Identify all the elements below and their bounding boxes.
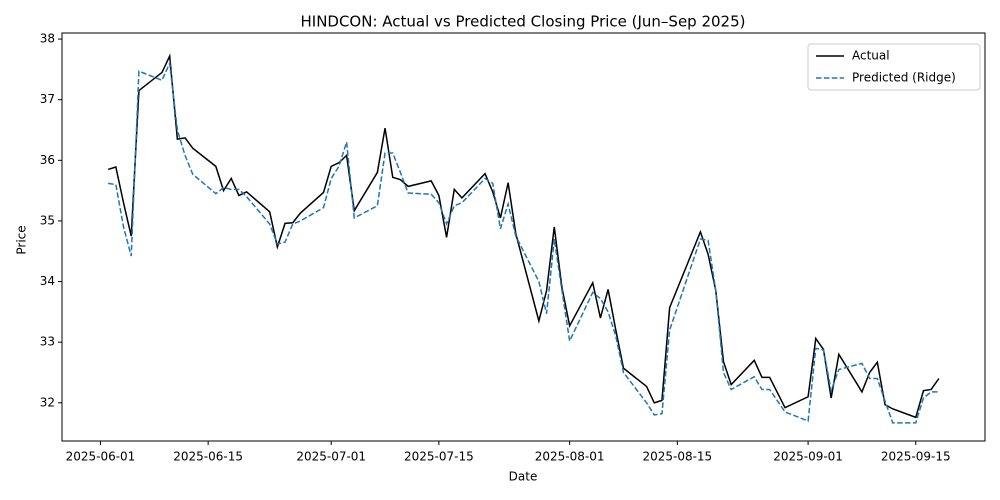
- x-tick-label: 2025-06-15: [173, 450, 243, 464]
- x-tick-label: 2025-07-01: [296, 450, 366, 464]
- legend-label: Actual: [852, 49, 890, 63]
- y-tick-label: 36: [40, 153, 55, 167]
- plot-frame: [61, 32, 986, 442]
- x-axis-label: Date: [509, 470, 538, 484]
- y-tick-label: 34: [40, 274, 55, 288]
- x-tick-label: 2025-09-15: [881, 450, 951, 464]
- x-tick-label: 2025-08-15: [642, 450, 712, 464]
- y-tick-label: 33: [40, 335, 55, 349]
- x-tick-label: 2025-07-15: [404, 450, 474, 464]
- x-tick-label: 2025-08-01: [535, 450, 605, 464]
- legend-label: Predicted (Ridge): [852, 71, 956, 85]
- x-tick-label: 2025-09-01: [773, 450, 843, 464]
- x-tick-label: 2025-06-01: [66, 450, 136, 464]
- y-tick-label: 38: [40, 32, 55, 46]
- y-tick-label: 35: [40, 213, 55, 227]
- series-line: [108, 60, 939, 424]
- y-axis-label: Price: [15, 225, 29, 254]
- y-tick-label: 37: [40, 92, 55, 106]
- chart-title: HINDCON: Actual vs Predicted Closing Pri…: [300, 13, 745, 31]
- legend-box: [807, 43, 981, 91]
- y-tick-label: 32: [40, 395, 55, 409]
